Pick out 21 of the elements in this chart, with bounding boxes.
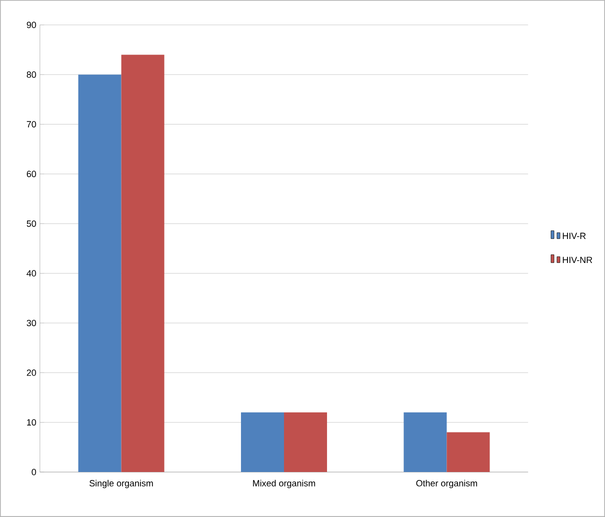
y-tick-label: 30 <box>26 320 36 326</box>
bar <box>404 412 447 472</box>
y-tick-label: 10 <box>27 419 36 426</box>
x-tick-label: Other organism <box>416 480 478 488</box>
y-tick-label: 50 <box>26 220 36 227</box>
y-tick-label: 70 <box>26 121 36 128</box>
bar <box>78 74 122 472</box>
bar <box>284 412 328 472</box>
x-tick-label: Single organism <box>90 480 153 488</box>
legend-label: HIV-R <box>562 232 586 239</box>
x-tick-label: Mixed organism <box>253 480 316 488</box>
y-tick-label: 80 <box>26 71 36 78</box>
bar <box>446 432 490 472</box>
bar <box>121 54 164 472</box>
y-tick-label: 60 <box>26 170 36 178</box>
y-tick-label: 90 <box>26 22 36 28</box>
bar <box>240 412 284 472</box>
y-tick-label: 40 <box>26 270 36 277</box>
legend-label: HIV-NR <box>562 256 592 264</box>
y-tick-label: 20 <box>26 370 36 376</box>
y-tick-label: 0 <box>32 468 36 476</box>
